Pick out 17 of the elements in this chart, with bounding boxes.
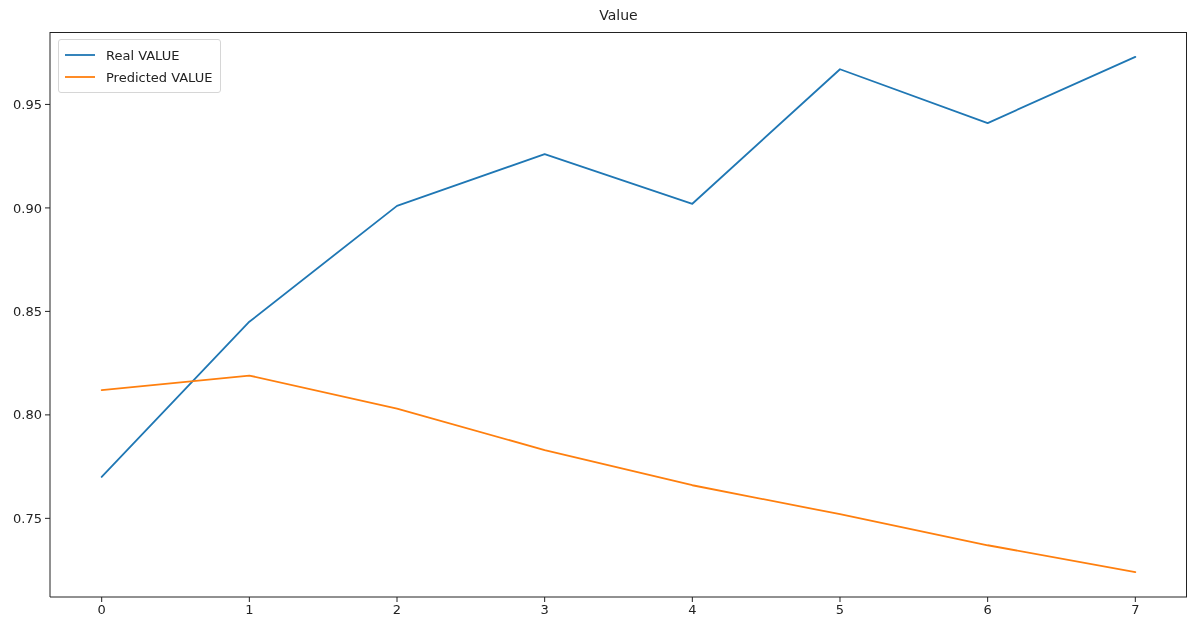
x-tick-label: 5 bbox=[835, 602, 845, 618]
x-tick-label: 6 bbox=[983, 602, 992, 618]
y-tick-label: 0.90 bbox=[13, 200, 42, 216]
y-tick-label: 0.80 bbox=[13, 407, 42, 423]
x-tick-label: 2 bbox=[392, 602, 402, 618]
legend-label: Predicted VALUE bbox=[106, 69, 213, 85]
x-tick-label: 4 bbox=[688, 602, 697, 618]
chart-title: Value bbox=[598, 7, 639, 23]
y-tick-label: 0.75 bbox=[13, 510, 42, 526]
x-tick-label: 3 bbox=[540, 602, 549, 618]
x-tick-label: 7 bbox=[1131, 602, 1140, 618]
x-tick-label: 0 bbox=[97, 602, 106, 618]
line-series bbox=[100, 374, 1137, 574]
y-tick-label: 0.95 bbox=[13, 97, 42, 113]
x-tick-label: 1 bbox=[245, 602, 254, 618]
y-tick-label: 0.85 bbox=[13, 304, 42, 320]
legend-label: Real VALUE bbox=[106, 47, 180, 63]
